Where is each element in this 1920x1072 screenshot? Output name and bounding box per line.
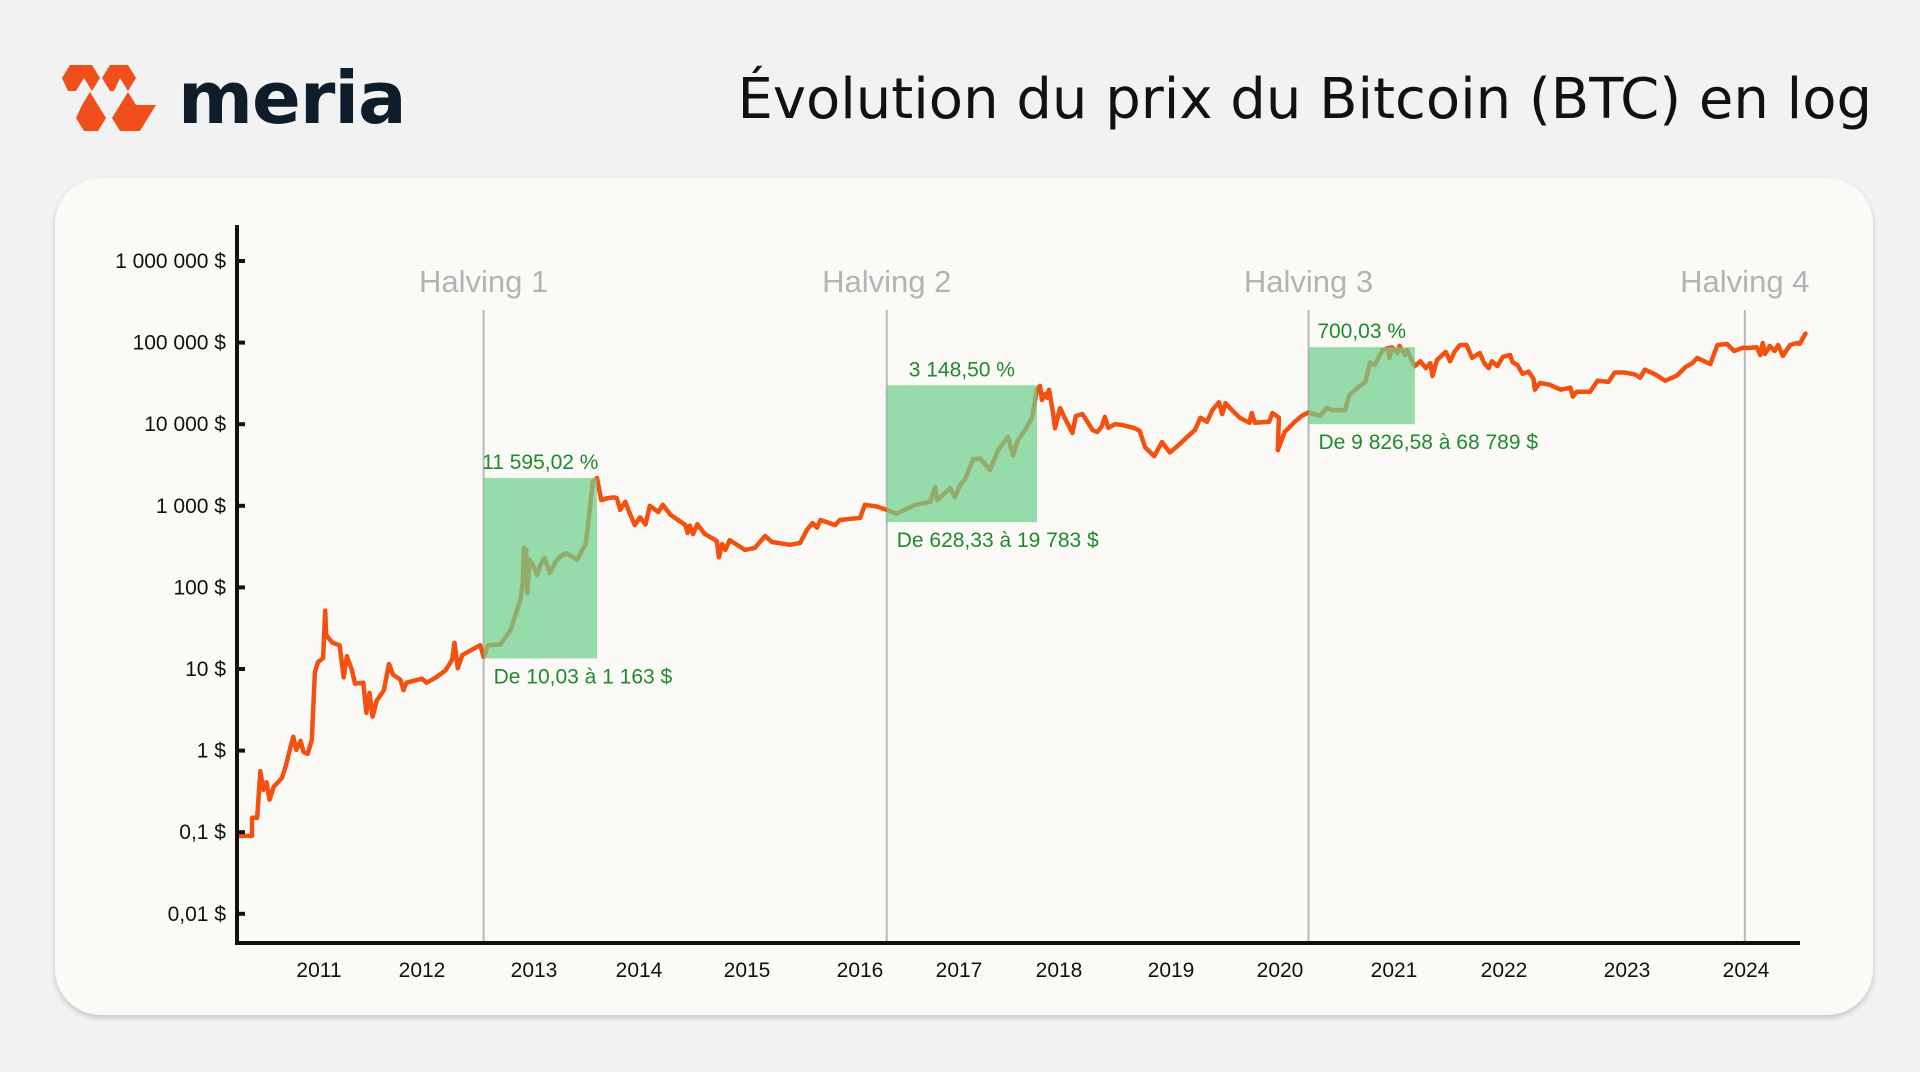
x-tick-label: 2021 (1371, 959, 1418, 982)
y-tick-label: 100 $ (173, 576, 226, 599)
chart-card (55, 178, 1873, 1015)
highlight-box (483, 478, 597, 659)
gain-percentage: 3 148,50 % (909, 358, 1015, 381)
halving-markers: Halving 1 Halving 2 Halving 3 Halving 4 (419, 264, 1809, 943)
highlight-boxes: 11 595,02 % De 10,03 à 1 163 $ 3 148,50 % D… (482, 320, 1538, 688)
y-tick-label: 1 000 $ (156, 495, 226, 518)
y-tick-label: 10 $ (185, 658, 226, 681)
x-tick-label: 2011 (296, 959, 341, 982)
y-tick-label: 100 000 $ (133, 332, 227, 355)
x-tick-label: 2012 (399, 959, 446, 982)
page-title: Évolution du prix du Bitcoin (BTC) en lo… (737, 67, 1872, 132)
price-range-label: De 10,03 à 1 163 $ (494, 665, 673, 688)
x-tick-label: 2024 (1723, 959, 1770, 982)
brand-name: meria (178, 56, 407, 140)
y-tick-label: 1 000 000 $ (115, 250, 226, 273)
price-range-label: De 628,33 à 19 783 $ (897, 529, 1099, 552)
halving-label: Halving 3 (1244, 264, 1373, 299)
x-tick-label: 2020 (1257, 959, 1304, 982)
y-tick-label: 0,1 $ (179, 821, 226, 844)
x-tick-label: 2019 (1148, 959, 1195, 982)
meria-logo-icon (62, 65, 156, 131)
highlight-box (886, 385, 1037, 523)
price-range-label: De 9 826,58 à 68 789 $ (1319, 431, 1539, 454)
x-tick-label: 2018 (1036, 959, 1083, 982)
x-tick-label: 2017 (936, 959, 983, 982)
x-tick-label: 2022 (1481, 959, 1528, 982)
x-tick-label: 2014 (616, 959, 663, 982)
highlight-box (1308, 347, 1415, 425)
x-tick-label: 2013 (511, 959, 558, 982)
gain-percentage: 700,03 % (1317, 320, 1406, 343)
brand-logo: meria (62, 56, 407, 140)
y-tick-label: 10 000 $ (144, 413, 226, 436)
halving-label: Halving 1 (419, 264, 548, 299)
x-tick-label: 2023 (1604, 959, 1651, 982)
halving-label: Halving 2 (822, 264, 951, 299)
y-tick-label: 1 $ (197, 740, 227, 763)
halving-label: Halving 4 (1680, 264, 1809, 299)
gain-percentage: 11 595,02 % (482, 451, 598, 474)
y-tick-label: 0,01 $ (168, 903, 227, 926)
x-tick-label: 2015 (724, 959, 771, 982)
x-tick-label: 2016 (837, 959, 884, 982)
axes: 1 000 000 $ 100 000 $ 10 000 $ 1 000 $ 100 $… (115, 225, 1800, 982)
